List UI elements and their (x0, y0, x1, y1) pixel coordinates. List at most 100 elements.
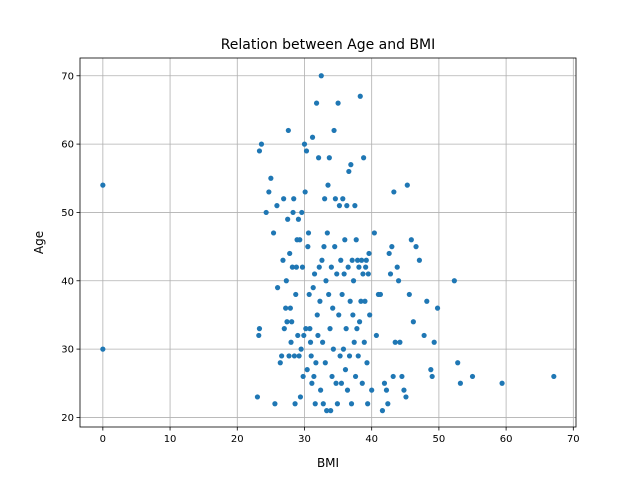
data-point (291, 196, 297, 202)
data-point (424, 298, 430, 304)
data-point (312, 401, 318, 407)
data-point (256, 332, 262, 339)
data-point (287, 250, 293, 257)
data-point (394, 264, 400, 270)
data-point (274, 285, 281, 291)
data-point (281, 326, 287, 332)
data-point (434, 305, 441, 311)
data-point (309, 380, 315, 386)
data-point (361, 155, 367, 161)
data-point (377, 291, 384, 298)
data-point (339, 291, 345, 298)
data-point (100, 346, 106, 352)
data-point (416, 257, 422, 263)
data-point (256, 148, 263, 154)
data-point (338, 257, 344, 263)
x-tick-label: 40 (365, 434, 378, 445)
data-point (332, 196, 338, 202)
data-point (406, 291, 412, 298)
data-point (266, 189, 272, 195)
data-point (410, 319, 416, 325)
data-point (315, 155, 322, 161)
data-point (330, 346, 336, 352)
data-point (343, 326, 349, 332)
data-point (408, 237, 414, 243)
data-point (322, 196, 328, 202)
data-point (346, 168, 352, 175)
data-point (354, 257, 361, 263)
data-point (304, 367, 310, 373)
data-point (314, 312, 320, 318)
data-point (254, 394, 261, 400)
data-point (323, 278, 329, 284)
data-point (328, 264, 334, 270)
data-point (297, 394, 304, 400)
data-point (326, 291, 332, 298)
data-point (347, 298, 353, 304)
data-point (391, 189, 397, 195)
data-point (344, 387, 351, 393)
data-point (299, 209, 305, 216)
data-point (320, 339, 326, 345)
data-point (284, 319, 290, 325)
data-point (334, 401, 341, 407)
y-tick-label: 30 (61, 345, 74, 356)
data-point (457, 380, 463, 386)
data-point (345, 264, 351, 270)
data-point (309, 134, 316, 140)
data-point (305, 244, 311, 250)
data-point (290, 209, 296, 216)
data-point (356, 264, 362, 270)
data-point (365, 271, 371, 277)
data-point (274, 203, 280, 209)
data-point (356, 319, 363, 325)
data-point (283, 305, 289, 311)
data-point (268, 175, 274, 181)
data-point (403, 394, 409, 400)
data-point (270, 230, 277, 236)
data-point (285, 216, 291, 222)
data-point (390, 373, 396, 380)
data-point (277, 360, 283, 366)
data-point (301, 141, 308, 147)
data-point (385, 401, 391, 407)
data-point (350, 278, 357, 284)
data-point (307, 326, 313, 332)
y-tick-label: 20 (61, 413, 74, 424)
data-point (451, 278, 457, 284)
data-point (379, 408, 386, 414)
data-point (353, 237, 359, 243)
data-point (332, 244, 338, 250)
data-point (401, 387, 407, 393)
data-points (100, 73, 557, 414)
x-tick-label: 60 (500, 434, 513, 445)
data-point (352, 203, 358, 209)
x-axis-label: BMI (317, 456, 339, 470)
data-point (331, 127, 337, 134)
data-point (293, 264, 300, 270)
data-point (318, 387, 324, 393)
data-point (302, 189, 308, 195)
data-point (320, 401, 326, 407)
data-point (289, 264, 295, 270)
x-tick-label: 50 (433, 434, 446, 445)
x-tick-label: 20 (231, 434, 244, 445)
data-point (340, 196, 346, 202)
data-point (311, 373, 317, 380)
data-point (296, 353, 302, 359)
data-point (308, 353, 314, 359)
data-point (367, 312, 373, 318)
data-point (381, 380, 388, 386)
data-point (386, 250, 392, 257)
data-point (389, 244, 395, 250)
data-point (319, 257, 325, 263)
data-point (326, 155, 332, 161)
plot-frame (79, 57, 577, 428)
data-point (324, 230, 330, 236)
data-point (395, 278, 402, 284)
data-point (310, 285, 316, 291)
data-point (349, 257, 355, 263)
data-point (355, 353, 361, 359)
data-point (333, 380, 339, 386)
